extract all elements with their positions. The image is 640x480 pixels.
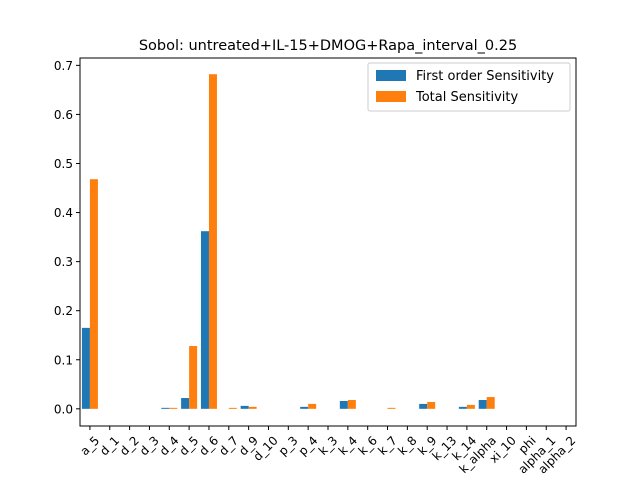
- bar-total-k-14: [466, 404, 475, 409]
- y-tick-label: 0.2: [54, 304, 73, 318]
- bar-total-d-7: [228, 407, 237, 409]
- legend-label-total: Total Sensitivity: [415, 90, 518, 105]
- bar-first-order-d-4: [161, 407, 170, 409]
- legend-swatch-first-order: [376, 70, 406, 81]
- bar-first-order-k-4: [339, 400, 348, 409]
- y-tick-label: 0.6: [54, 108, 73, 122]
- bar-total-d-9: [248, 406, 257, 409]
- y-tick-label: 0.5: [54, 157, 73, 171]
- y-tick-label: 0.0: [54, 402, 73, 416]
- bar-first-order-k-9: [419, 403, 428, 409]
- bar-total-d-6: [208, 74, 217, 409]
- bar-total-d-4: [169, 407, 178, 409]
- bar-first-order-k-14: [458, 406, 467, 409]
- bar-first-order-d-5: [181, 398, 190, 409]
- bar-first-order-p-4: [300, 406, 309, 409]
- y-tick-label: 0.3: [54, 255, 73, 269]
- bar-total-k-9: [427, 401, 436, 409]
- bar-total-k-alpha: [486, 397, 495, 409]
- y-tick-label: 0.7: [54, 59, 73, 73]
- legend: First order Sensitivity Total Sensitivit…: [367, 62, 571, 112]
- bar-total-d-5: [189, 346, 198, 409]
- y-tick-label: 0.4: [54, 206, 73, 220]
- bar-total-k-7: [387, 407, 396, 409]
- chart-title: Sobol: untreated+IL-15+DMOG+Rapa_interva…: [139, 38, 517, 54]
- y-tick-label: 0.1: [54, 353, 73, 367]
- bar-total-k-4: [347, 399, 356, 409]
- bar-total-a-5: [89, 179, 98, 409]
- legend-swatch-total: [376, 91, 406, 102]
- bar-first-order-a-5: [81, 327, 90, 409]
- legend-label-first-order: First order Sensitivity: [416, 69, 554, 84]
- bars-group: [81, 74, 495, 409]
- bar-first-order-d-6: [200, 231, 209, 409]
- y-axis: 0.0 0.1 0.2 0.3 0.4 0.5 0.6 0.7: [54, 59, 80, 416]
- legend-box: [367, 62, 571, 112]
- bar-total-p-4: [308, 403, 317, 409]
- bar-first-order-d-9: [240, 405, 249, 409]
- bar-first-order-k-alpha: [478, 399, 487, 409]
